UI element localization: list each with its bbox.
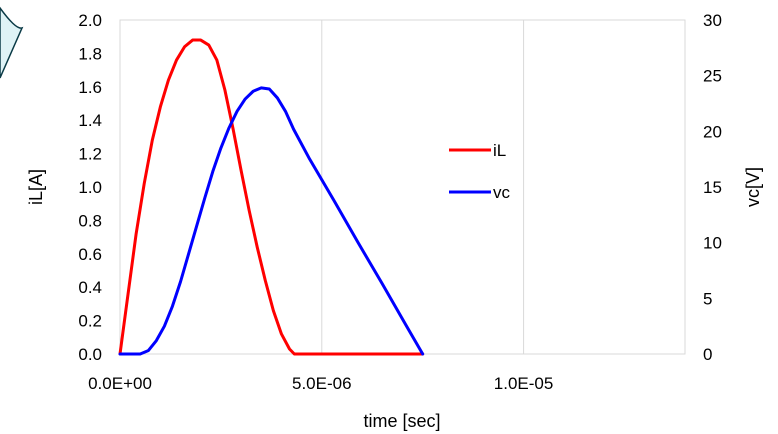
y2-axis-title: vc[V]	[743, 167, 763, 207]
y-axis-title: iL[A]	[26, 169, 46, 205]
series-line-vc	[118, 86, 425, 356]
y-tick-label: 0.0	[78, 345, 102, 364]
tick-labels: 0.0E+00 5.0E-06 1.0E-05 0.0 0.2 0.4 0.6 0.8 1.0 1…	[78, 11, 722, 393]
y-tick-label: 1.8	[78, 44, 102, 63]
y-tick-label: 1.6	[78, 78, 102, 97]
y2-tick-label: 20	[703, 122, 722, 141]
x-tick-label: 5.0E-06	[292, 374, 352, 393]
y-tick-label: 2.0	[78, 11, 102, 30]
y-tick-label: 1.0	[78, 178, 102, 197]
y-tick-label: 0.4	[78, 278, 102, 297]
y2-tick-label: 5	[703, 289, 712, 308]
y2-tick-label: 10	[703, 234, 722, 253]
x-tick-label: 1.0E-05	[494, 374, 554, 393]
y-tick-label: 1.2	[78, 145, 102, 164]
y2-tick-label: 0	[703, 345, 712, 364]
series-line-iL	[118, 38, 425, 356]
legend-label-iL: iL	[493, 141, 506, 160]
gridlines	[321, 20, 525, 354]
x-axis-title: time [sec]	[363, 411, 440, 431]
decorative-corner-shape	[0, 6, 24, 79]
legend: iL vc	[449, 141, 511, 202]
y2-tick-label: 25	[703, 67, 722, 86]
series-lines	[118, 38, 425, 356]
y2-tick-label: 15	[703, 178, 722, 197]
plot-area-border	[119, 19, 686, 355]
legend-label-vc: vc	[493, 183, 511, 202]
y-tick-label: 1.4	[78, 111, 102, 130]
y-tick-label: 0.6	[78, 245, 102, 264]
y2-tick-label: 30	[703, 11, 722, 30]
x-tick-label: 0.0E+00	[88, 374, 152, 393]
y-tick-label: 0.8	[78, 211, 102, 230]
y-tick-label: 0.2	[78, 312, 102, 331]
